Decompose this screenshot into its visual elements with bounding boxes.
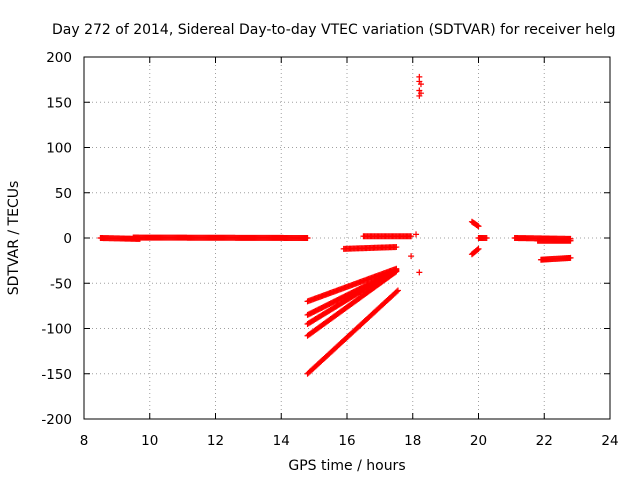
data-point bbox=[416, 92, 423, 99]
data-point bbox=[567, 254, 574, 261]
y-tick-label: 50 bbox=[55, 186, 72, 202]
y-tick-label: 200 bbox=[46, 50, 72, 66]
x-tick-label: 16 bbox=[338, 433, 355, 449]
x-tick-label: 24 bbox=[601, 433, 618, 449]
y-tick-label: 150 bbox=[46, 95, 72, 111]
chart-title: Day 272 of 2014, Sidereal Day-to-day VTE… bbox=[52, 22, 615, 38]
data-point bbox=[474, 246, 481, 253]
x-tick-label: 18 bbox=[404, 433, 421, 449]
data-point bbox=[304, 235, 311, 241]
x-axis-label: GPS time / hours bbox=[288, 458, 405, 474]
data-point bbox=[408, 253, 415, 260]
y-tick-label: 100 bbox=[46, 141, 72, 157]
y-tick-label: -150 bbox=[41, 367, 72, 383]
data-point bbox=[408, 233, 415, 240]
x-tick-label: 10 bbox=[141, 433, 158, 449]
data-point bbox=[413, 231, 420, 238]
data-point bbox=[474, 222, 481, 229]
plot-frame bbox=[83, 56, 611, 420]
data-point bbox=[393, 265, 400, 272]
y-tick-label: 0 bbox=[63, 231, 72, 247]
data-point bbox=[475, 245, 482, 252]
x-tick-label: 22 bbox=[536, 433, 553, 449]
data-point bbox=[393, 288, 400, 295]
data-point bbox=[393, 244, 400, 251]
y-tick-label: -200 bbox=[41, 412, 72, 428]
data-point bbox=[483, 235, 490, 241]
x-tick-label: 12 bbox=[207, 433, 224, 449]
x-tick-label: 8 bbox=[80, 433, 89, 449]
data-point bbox=[394, 287, 401, 294]
data-points bbox=[97, 73, 574, 377]
y-axis-label: SDTVAR / TECUs bbox=[6, 181, 22, 296]
data-point bbox=[475, 223, 482, 230]
y-tick-label: -100 bbox=[41, 322, 72, 338]
x-axis-ticks: 8 10 12 14 16 18 20 22 24 bbox=[80, 57, 619, 449]
x-tick-label: 20 bbox=[470, 433, 487, 449]
data-point bbox=[417, 81, 424, 88]
x-tick-label: 14 bbox=[273, 433, 290, 449]
y-tick-label: -50 bbox=[50, 276, 72, 292]
data-point bbox=[416, 269, 423, 276]
data-point bbox=[567, 237, 574, 244]
